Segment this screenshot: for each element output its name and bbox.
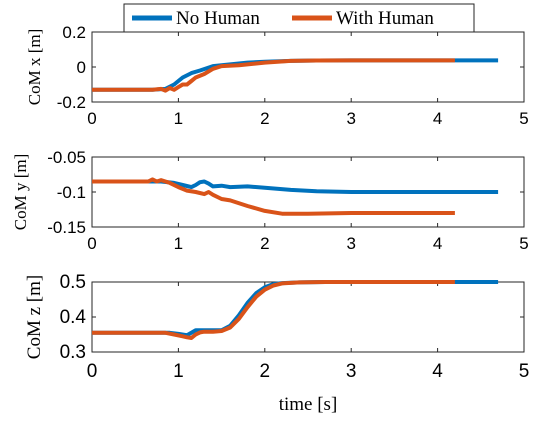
plot-area-com-z (91, 281, 525, 353)
panel-com-z: CoM z [m] 0.3 0.4 0.5 0 1 2 3 4 5 time [… (24, 272, 529, 415)
ytick-label: -0.05 (47, 148, 86, 167)
plot-marks-com-y (91, 156, 525, 228)
xtick-label: 0 (87, 234, 96, 253)
xtick-label: 1 (174, 234, 183, 253)
ytick-label: -0.15 (47, 218, 86, 237)
xtick-label: 4 (432, 361, 443, 382)
xtick-label: 2 (260, 361, 271, 382)
legend-label-no-human: No Human (176, 8, 260, 29)
ylabel-com-x: CoM x [m] (25, 29, 44, 106)
ylabel-com-z: CoM z [m] (24, 275, 45, 359)
xtick-label: 1 (174, 109, 183, 128)
ytick-label: 0.5 (60, 272, 86, 293)
xtick-label: 0 (87, 361, 98, 382)
ylabel-com-y: CoM y [m] (11, 154, 30, 231)
ytick-label: 0 (77, 58, 86, 77)
panel-com-x: CoM x [m] -0.2 0 0.2 0 1 2 3 4 5 (25, 23, 529, 128)
plot-marks-com-x (91, 31, 525, 103)
xtick-label: 5 (519, 109, 528, 128)
xtick-label: 0 (87, 109, 96, 128)
xtick-label: 3 (346, 109, 355, 128)
xtick-label: 1 (173, 361, 184, 382)
legend-label-with-human: With Human (336, 8, 434, 29)
xtick-label: 2 (260, 109, 269, 128)
xtick-label: 3 (346, 361, 357, 382)
ytick-label: -0.2 (57, 93, 86, 112)
xtick-label: 4 (433, 234, 442, 253)
ytick-label: 0.2 (62, 23, 86, 42)
series-line-with-human-com-y (92, 177, 455, 216)
ytick-label: -0.1 (57, 183, 86, 202)
ytick-label: 0.4 (60, 307, 87, 328)
xtick-label: 5 (519, 234, 528, 253)
xtick-label: 3 (346, 234, 355, 253)
xtick-label: 2 (260, 234, 269, 253)
ytick-label: 0.3 (60, 342, 86, 363)
series-line-with-human-com-x (92, 58, 455, 93)
series-line-no-human-com-y (92, 179, 499, 194)
plot-marks-com-z (91, 280, 525, 353)
xlabel-time: time [s] (279, 394, 338, 415)
panel-com-y: CoM y [m] -0.15 -0.1 -0.05 0 1 2 3 4 5 (11, 148, 529, 253)
xtick-label: 4 (433, 109, 442, 128)
xtick-label: 5 (519, 361, 530, 382)
series-line-with-human-com-z (92, 280, 455, 340)
legend: No Human With Human (123, 3, 475, 33)
